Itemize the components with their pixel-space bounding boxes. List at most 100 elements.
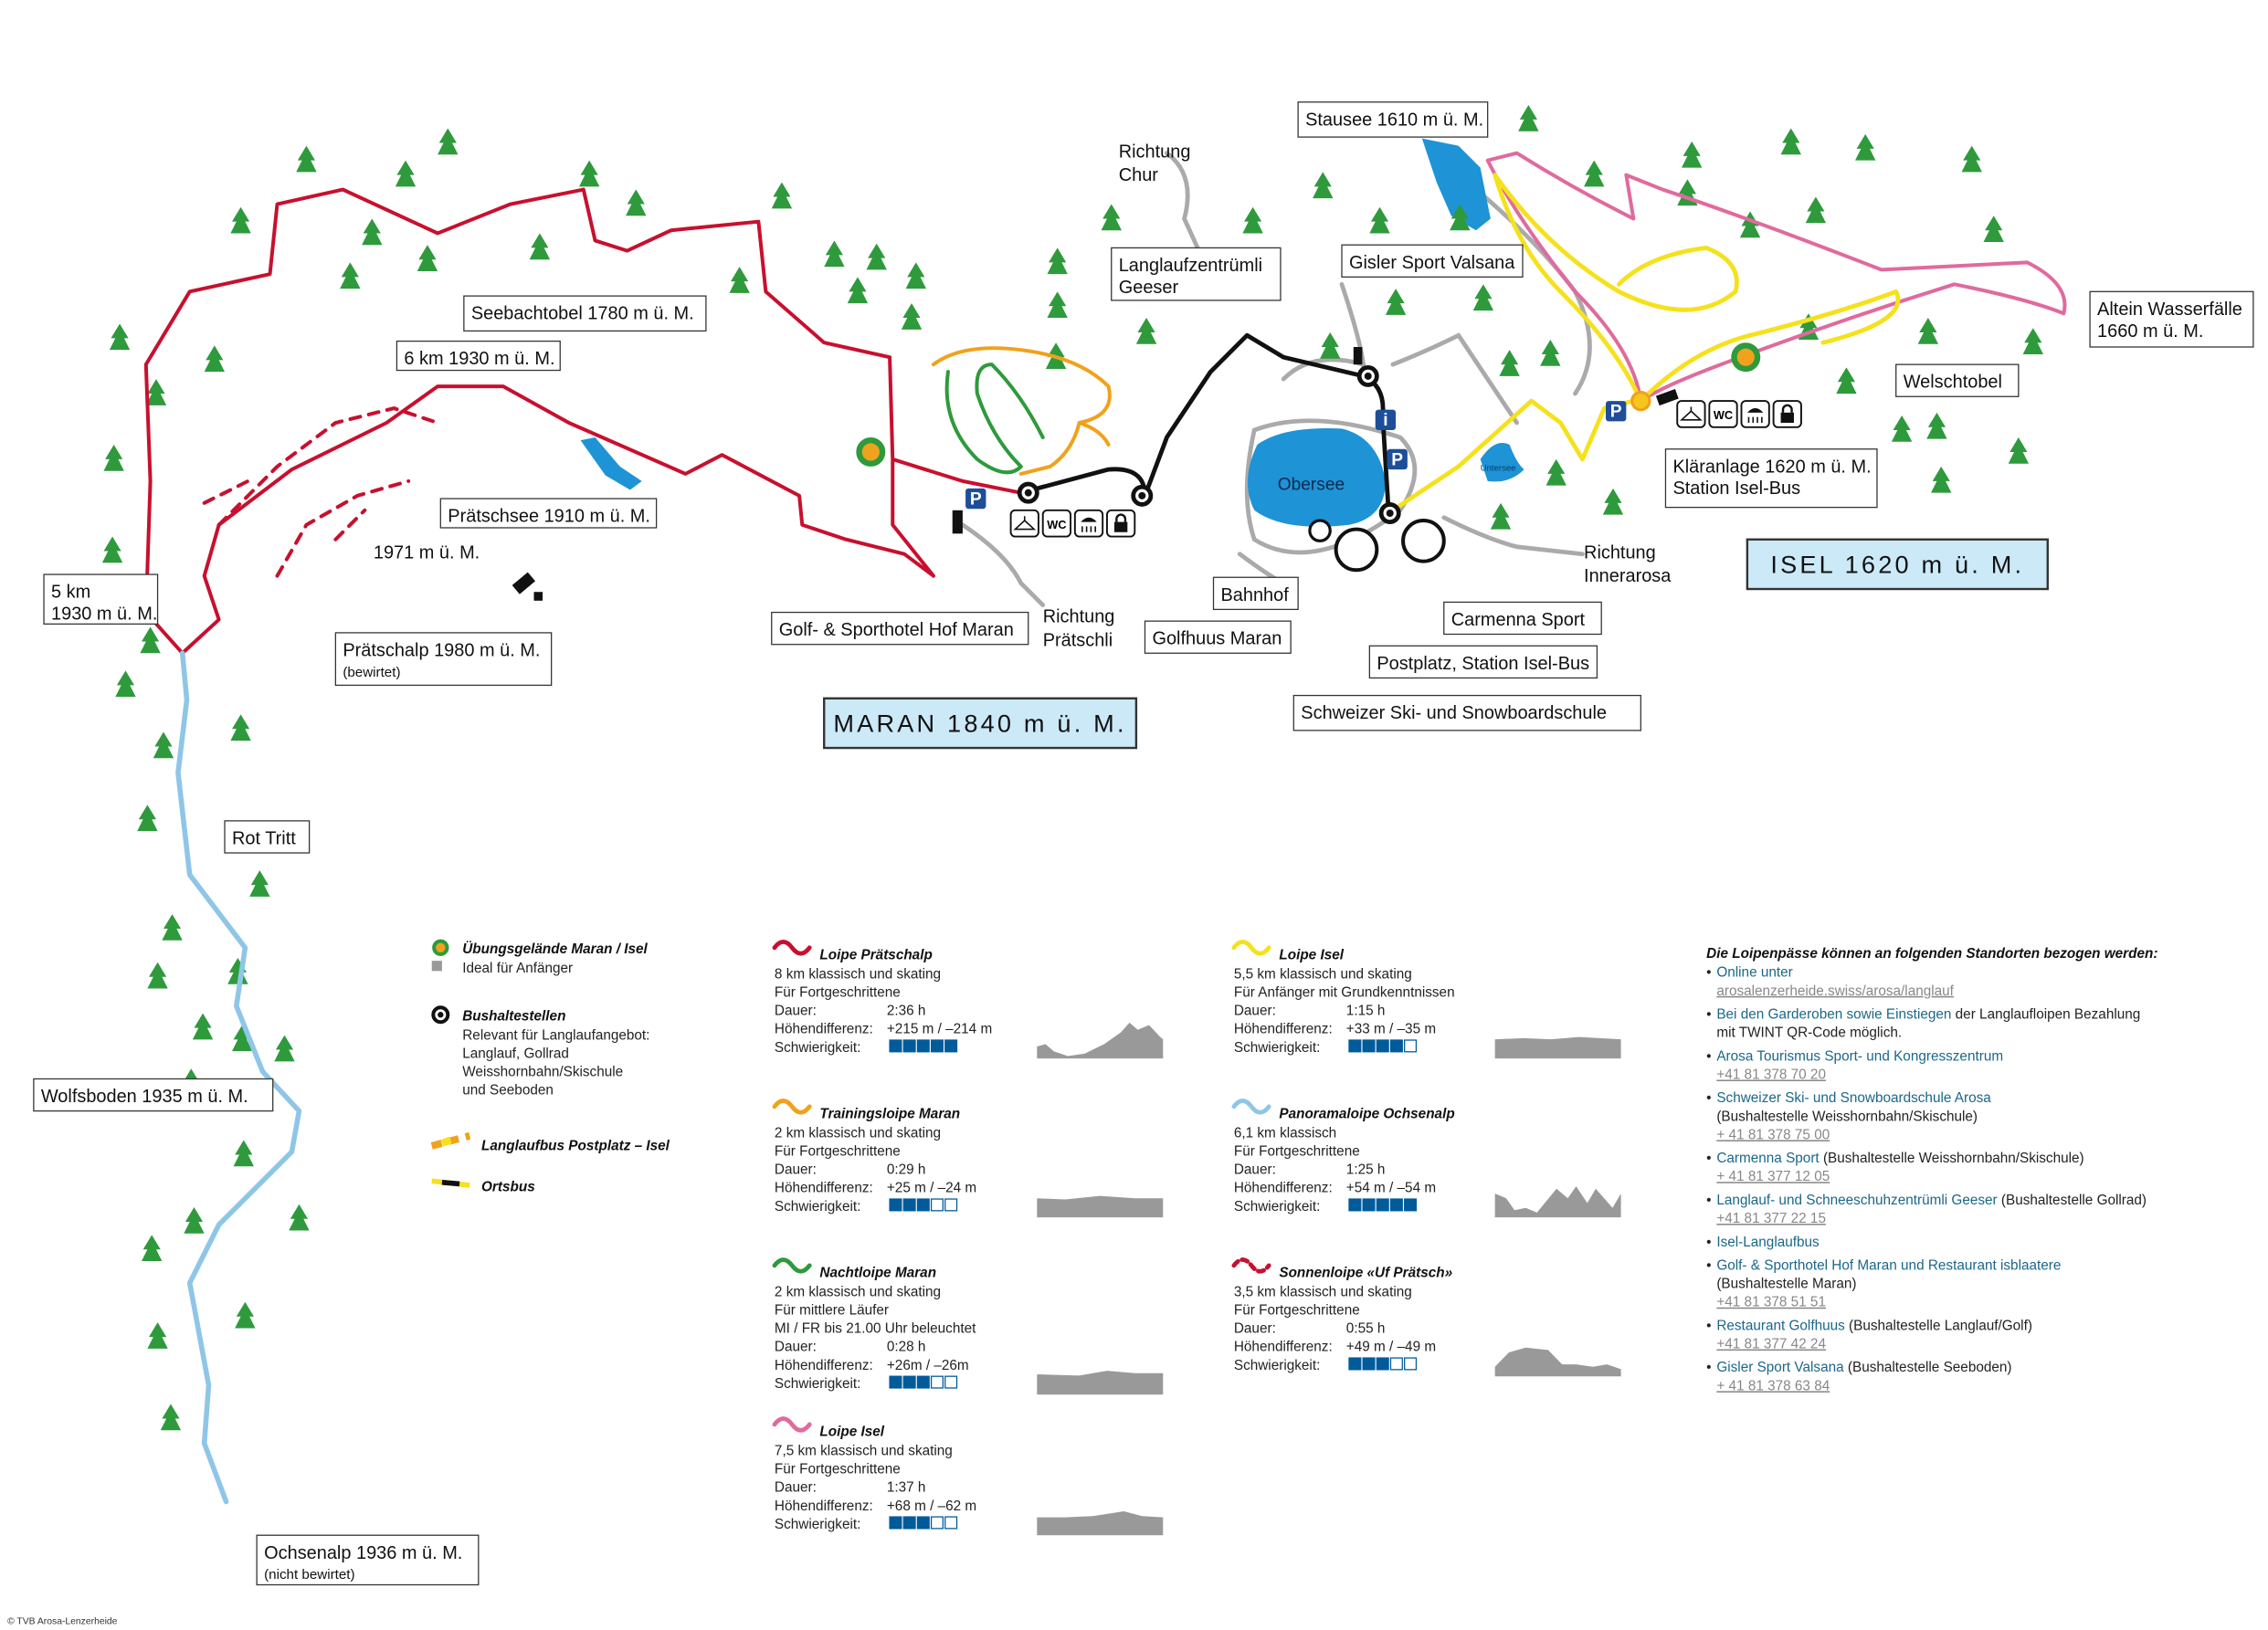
sales-desc: (Bushaltestelle Weisshornbahn/Skischule) [1716, 1109, 1978, 1124]
route-swatch-icon [772, 1416, 812, 1433]
tree-icon [274, 1035, 295, 1062]
label-text: (bewirtet) [343, 665, 400, 680]
website-link[interactable]: arosalenzerheide.swiss/arosa/langlauf [1716, 983, 1954, 999]
tree-icon [103, 444, 124, 471]
trail-isel-yellow[interactable] [1390, 173, 1901, 513]
label-text: ISEL 1620 m ü. M. [1770, 550, 2024, 578]
label-text: Langlaufzentrümli [1119, 256, 1262, 276]
tree-icon [1855, 133, 1876, 161]
route-swatch-icon [772, 1257, 812, 1274]
route-name: Trainingsloipe Maran [819, 1107, 960, 1122]
difficulty-label: Schwierigkeit: [1234, 1040, 1320, 1056]
label-text: Altein Wasserfälle [2097, 300, 2242, 320]
phone-link[interactable]: + 41 81 377 12 05 [1716, 1169, 1830, 1184]
difficulty-filled [916, 1375, 930, 1389]
difficulty-filled [1348, 1039, 1362, 1053]
label-obersee: Obersee [1278, 475, 1345, 494]
phone-link[interactable]: +41 81 377 22 15 [1716, 1211, 1826, 1226]
difficulty-label: Schwierigkeit: [1234, 1199, 1320, 1215]
elevation-profile [1037, 1022, 1164, 1059]
map-labels: Stausee 1610 m ü. M. Richtung Chur Langlauf… [33, 101, 2254, 1586]
sales-link[interactable]: Gisler Sport Valsana (Bushaltestelle See… [1716, 1360, 2011, 1375]
bullet: • [1706, 1048, 1711, 1064]
elevation-label: Höhendifferenz: [1234, 1022, 1333, 1037]
route-desc: 2 km klassisch und skating [775, 1125, 941, 1141]
trail-training-maran[interactable] [931, 346, 1112, 476]
label-text: Prätschalp 1980 m ü. M. [343, 640, 540, 660]
sales-link[interactable]: Carmenna Sport (Bushaltestelle Weisshorn… [1716, 1151, 2083, 1166]
tree-icon [147, 1322, 168, 1349]
elevation-label: Höhendifferenz: [1234, 1181, 1333, 1196]
tree-icon [232, 1025, 253, 1052]
sales-link[interactable]: Schweizer Ski- und Snowboardschule Arosa [1716, 1090, 1991, 1106]
sales-link[interactable]: Langlauf- und Schneeschuhzentrümli Geese… [1716, 1193, 2147, 1208]
trails [143, 151, 2067, 1505]
lake-untersee [1480, 442, 1524, 482]
difficulty-filled [916, 1039, 930, 1053]
bus-stop-dot [1024, 489, 1032, 497]
label-praetschli: Richtung Prätschli [1043, 607, 1115, 651]
difficulty-filled [1376, 1198, 1389, 1212]
trail-isel-pink[interactable] [1485, 151, 2067, 404]
label-text: Richtung [1584, 542, 1656, 563]
tree-icon [1836, 367, 1857, 394]
label-klaeranlage: Kläranlage 1620 m ü. M.Station Isel-Bus [1664, 448, 1878, 509]
trail-praetschalp[interactable] [143, 187, 1023, 656]
key-desc: und Seeboden [462, 1083, 554, 1099]
phone-link[interactable]: +41 81 378 51 51 [1716, 1295, 1826, 1310]
trail-sonnenloipe[interactable] [202, 406, 440, 578]
label-text: Richtung [1119, 142, 1191, 162]
route-swatch-icon [1231, 1099, 1271, 1115]
duration-value: 1:37 h [887, 1480, 926, 1496]
tree-icon [115, 670, 136, 698]
training-area-icon [1731, 342, 1761, 373]
route-desc: 5,5 km klassisch und skating [1234, 966, 1412, 982]
tree-icon [145, 379, 167, 405]
label-welschtobel: Welschtobel [1895, 363, 2020, 397]
sales-link[interactable]: Online unter [1716, 965, 1792, 981]
key-item: Langlaufbus Postplatz – Isel [430, 1131, 670, 1154]
phone-link[interactable]: + 41 81 378 75 00 [1716, 1127, 1830, 1142]
bullet: • [1706, 1151, 1711, 1166]
difficulty-filled [902, 1198, 916, 1212]
elevation-value: +25 m / –24 m [887, 1181, 976, 1196]
elevation-value: +33 m / –35 m [1346, 1022, 1436, 1037]
svg-text:WC: WC [1047, 518, 1066, 531]
difficulty-label: Schwierigkeit: [775, 1040, 860, 1056]
difficulty-empty [944, 1198, 958, 1212]
wc-icon: WC [1708, 400, 1738, 428]
sales-link[interactable]: Isel-Langlaufbus [1716, 1235, 1820, 1250]
label-untersee: Untersee [1481, 464, 1516, 474]
cloakroom-icon [1009, 509, 1039, 538]
elevation-value: +49 m / –49 m [1346, 1340, 1436, 1355]
route-name: Nachtloipe Maran [819, 1266, 936, 1281]
phone-link[interactable]: +41 81 378 70 20 [1716, 1067, 1826, 1082]
isel-bus-stop-icon[interactable] [1630, 390, 1651, 412]
difficulty-filled [902, 1375, 916, 1389]
buildings [512, 346, 1679, 601]
parking-icon: P [1391, 450, 1403, 469]
route-name: Panoramaloipe Ochsenalp [1279, 1107, 1454, 1122]
elevation-profile [1037, 1195, 1164, 1218]
elevation-value: +68 m / –62 m [887, 1499, 976, 1514]
trail-panorama-ochsenalp[interactable] [175, 650, 302, 1505]
sales-link[interactable]: Arosa Tourismus Sport- und Kongresszentr… [1716, 1048, 2003, 1064]
difficulty-filled [916, 1198, 930, 1212]
route-legend-item: Loipe Isel 7,5 km klassisch und skating Fü… [772, 1416, 1164, 1536]
tree-icon [1047, 291, 1068, 319]
tree-icon [1472, 284, 1494, 311]
route-desc: Für Fortgeschrittene [775, 984, 901, 1000]
sales-link[interactable]: Bei den Garderoben sowie Einstiegen der … [1716, 1007, 2140, 1023]
difficulty-filled [902, 1039, 916, 1053]
sales-link[interactable]: Golf- & Sporthotel Hof Maran und Restaur… [1716, 1257, 2061, 1273]
phone-link[interactable]: + 41 81 378 63 84 [1716, 1378, 1830, 1393]
bus-stop-dot [1138, 491, 1146, 500]
phone-link[interactable]: +41 81 377 42 24 [1716, 1337, 1826, 1352]
difficulty-filled [1362, 1039, 1376, 1053]
sales-link[interactable]: Restaurant Golfhuus (Bushaltestelle Lang… [1716, 1318, 2032, 1333]
key-item: Bushaltestellen Relevant für Langlaufange… [431, 1005, 649, 1099]
sales-item: • Golf- & Sporthotel Hof Maran und Restau… [1706, 1257, 2061, 1309]
trail-nacht-maran[interactable] [944, 363, 1045, 475]
elevation-label: Höhendifferenz: [775, 1181, 873, 1196]
label-text: Ochsenalp 1936 m ü. M. [264, 1543, 462, 1563]
